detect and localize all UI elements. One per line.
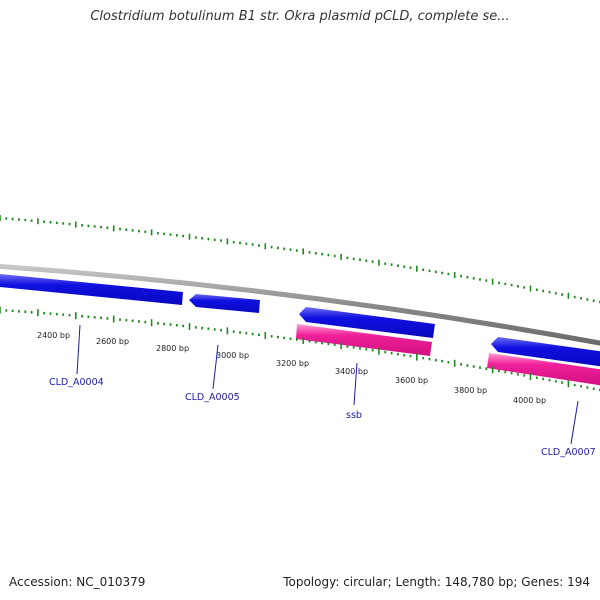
outer-tick-ring <box>0 215 600 304</box>
gene-arrow-cld-a0007[interactable] <box>491 337 600 367</box>
feature-bar-ssb[interactable] <box>296 324 432 356</box>
bp-label-4000: 4000 bp <box>513 396 546 405</box>
gene-arrow-ssb[interactable] <box>299 307 435 338</box>
gene-arrow-cld-a0005[interactable] <box>189 294 260 313</box>
map-title: Clostridium botulinum B1 str. Okra plasm… <box>90 9 510 24</box>
gene-label-cld-a0004[interactable]: CLD_A0004 <box>49 377 104 388</box>
accession-value: NC_010379 <box>76 575 146 589</box>
gene-leader-lines <box>76 324 579 445</box>
leader-line-ssb <box>353 362 358 406</box>
inner-tick-ring <box>0 306 600 392</box>
leader-line-cld-a0005 <box>212 344 219 390</box>
sequence-summary: Topology: circular; Length: 148,780 bp; … <box>283 575 590 589</box>
plasmid-backbone <box>0 263 600 346</box>
topology-value: circular; <box>343 575 392 589</box>
bp-label-2400: 2400 bp <box>37 331 70 340</box>
length-label: Length: <box>395 575 441 589</box>
bp-label-2600: 2600 bp <box>96 337 129 346</box>
topology-label: Topology: <box>283 575 340 589</box>
bp-label-3000: 3000 bp <box>216 351 249 360</box>
bp-label-3400: 3400 bp <box>335 367 368 376</box>
leader-line-cld-a0004 <box>76 324 81 375</box>
accession-info: Accession: NC_010379 <box>9 575 145 589</box>
bp-label-3600: 3600 bp <box>395 376 428 385</box>
feature-bar-cld-a0007[interactable] <box>487 353 600 386</box>
genes-label: Genes: <box>521 575 564 589</box>
genes-count: 194 <box>567 575 590 589</box>
accession-label: Accession: <box>9 575 73 589</box>
bp-label-3800: 3800 bp <box>454 386 487 395</box>
gene-label-cld-a0007[interactable]: CLD_A0007 <box>541 447 596 458</box>
gene-label-ssb[interactable]: ssb <box>346 410 362 421</box>
length-value: 148,780 bp; <box>444 575 518 589</box>
gene-arrow-cld-a0004[interactable] <box>0 274 183 305</box>
gene-label-cld-a0005[interactable]: CLD_A0005 <box>185 392 240 403</box>
bp-ruler-labels: 2400 bp 2600 bp 2800 bp 3000 bp 3200 bp … <box>37 331 546 405</box>
leader-line-cld-a0007 <box>570 400 579 445</box>
bp-label-3200: 3200 bp <box>276 359 309 368</box>
bp-label-2800: 2800 bp <box>156 344 189 353</box>
gene-labels: CLD_A0004 CLD_A0005 ssb CLD_A0007 <box>49 377 596 458</box>
